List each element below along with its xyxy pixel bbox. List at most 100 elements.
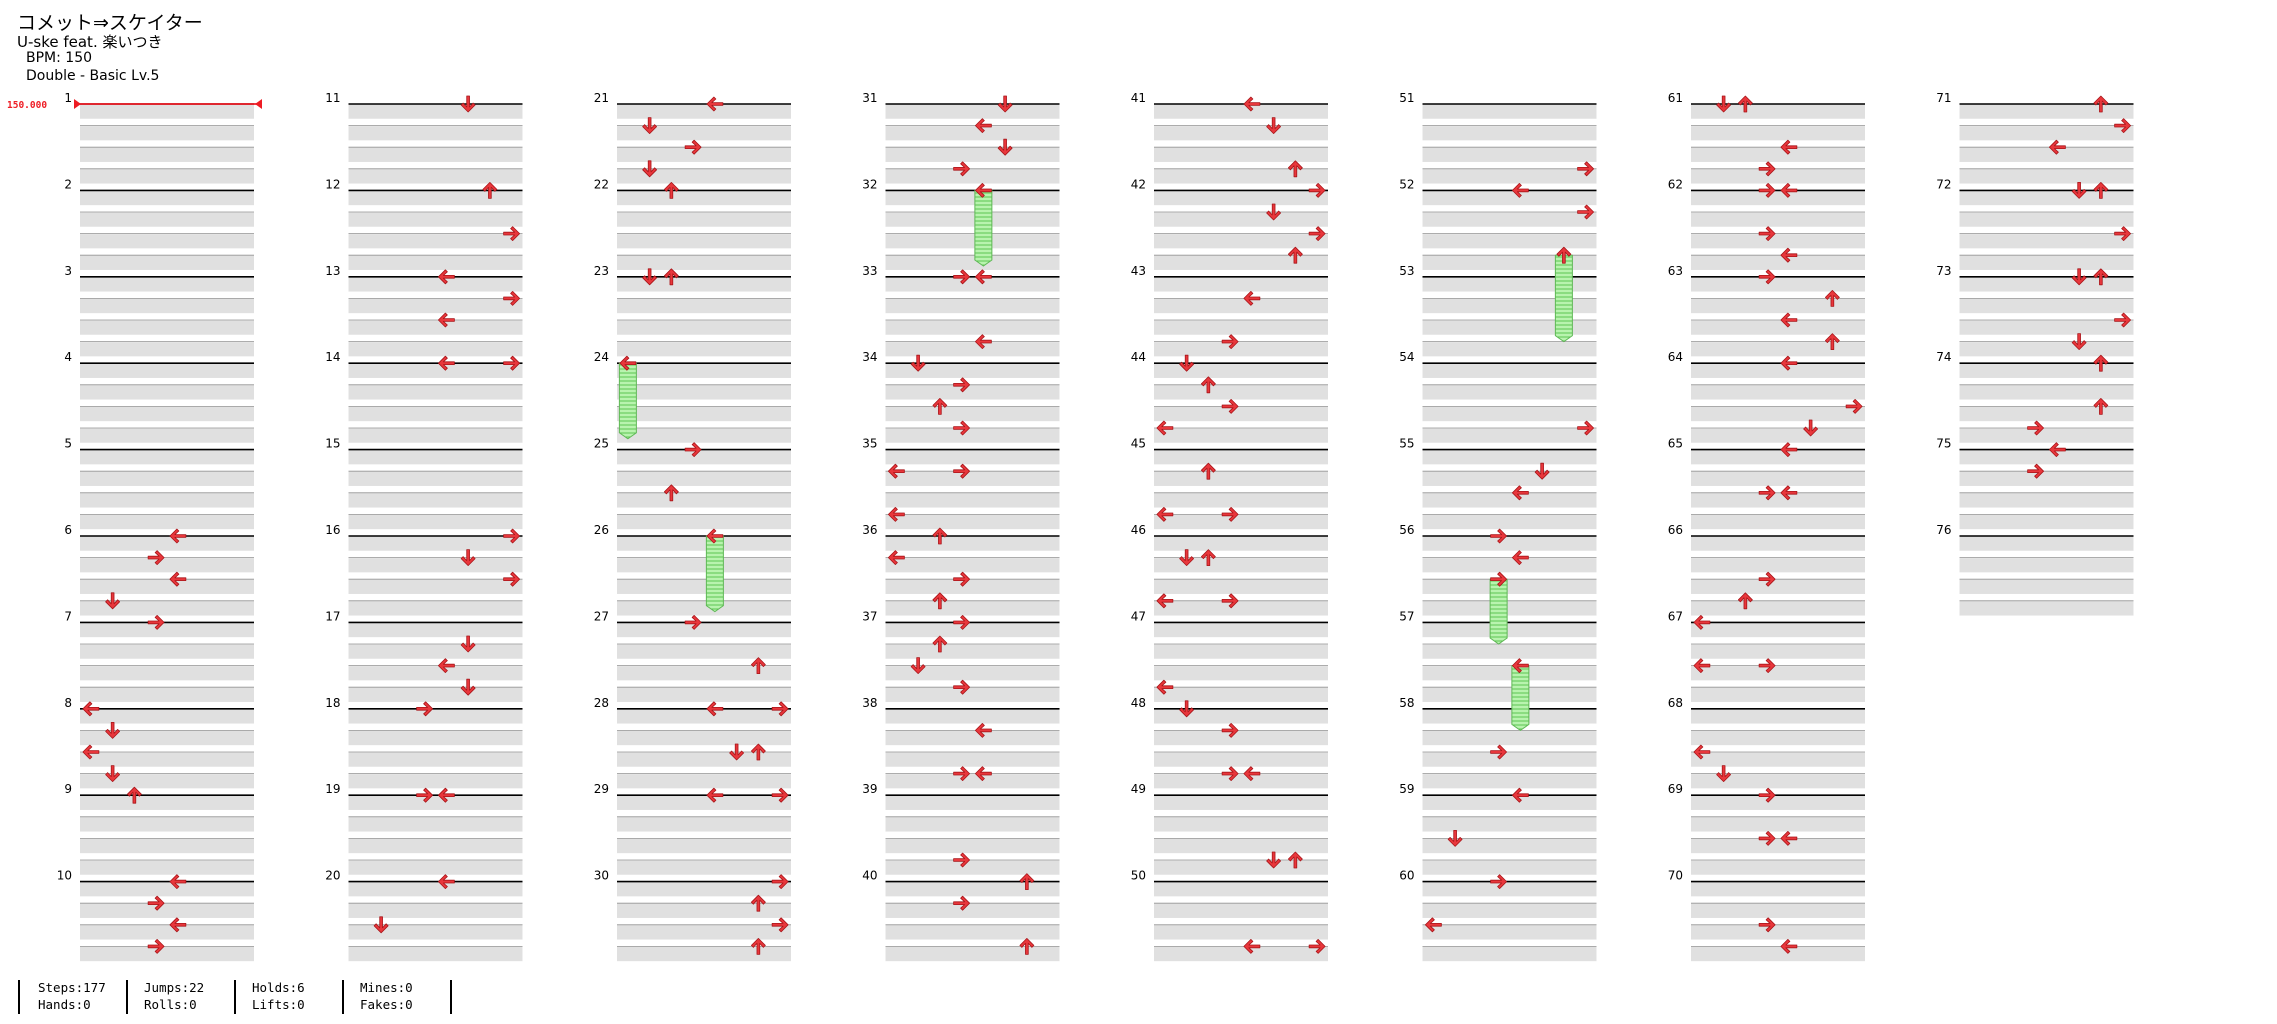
- measure-lines: [80, 103, 2134, 947]
- lane-band: [80, 925, 254, 940]
- arrow-right-icon: [1758, 787, 1776, 803]
- lane-band: [348, 946, 523, 962]
- lane-band: [80, 579, 254, 594]
- arrow-up-icon: [750, 938, 766, 955]
- arrow-up-icon: [932, 592, 948, 610]
- lane-band: [885, 752, 1060, 767]
- lane-band: [885, 817, 1060, 832]
- lane-band: [348, 234, 523, 249]
- arrow-up-icon: [2093, 181, 2109, 199]
- arrow-left-icon: [1693, 744, 1711, 760]
- arrow-right-icon: [2114, 312, 2132, 328]
- arrow-down-icon: [1179, 354, 1195, 372]
- measure-number: 10: [57, 869, 72, 883]
- lane-band: [80, 774, 254, 789]
- lane-band: [80, 946, 254, 962]
- lane-band: [1154, 817, 1328, 832]
- lane-band: [1422, 406, 1597, 422]
- arrow-right-icon: [684, 615, 702, 630]
- stats-divider: [450, 980, 452, 1014]
- arrow-left-icon: [437, 874, 455, 889]
- lane-band: [348, 644, 523, 659]
- arrow-left-icon: [1424, 917, 1442, 933]
- lane-band: [1959, 277, 2134, 292]
- lane-band: [348, 363, 523, 378]
- measure-number: 51: [1399, 91, 1414, 105]
- lane-band: [617, 817, 791, 832]
- lane-band: [348, 471, 523, 486]
- arrow-right-icon: [416, 701, 434, 717]
- arrow-right-icon: [953, 420, 971, 436]
- arrow-right-icon: [1758, 182, 1776, 198]
- lane-band: [80, 363, 254, 378]
- lane-band: [1154, 342, 1328, 357]
- arrow-up-icon: [750, 894, 766, 912]
- stat-jumps: Jumps:22: [144, 980, 205, 995]
- arrow-right-icon: [953, 852, 971, 868]
- lane-band: [1422, 709, 1597, 724]
- arrow-right-icon: [953, 571, 971, 587]
- measure-number: 27: [594, 609, 609, 623]
- arrow-left-icon: [887, 550, 905, 565]
- lane-band: [1691, 601, 1865, 616]
- stat-hands: Hands:0: [38, 997, 91, 1012]
- lane-band: [885, 558, 1060, 573]
- song-artist: U-ske feat. 楽いつき: [17, 33, 163, 51]
- lane-band: [1422, 774, 1597, 789]
- arrow-right-icon: [1577, 420, 1595, 436]
- lane-band: [617, 104, 791, 119]
- stats-divider: [342, 980, 344, 1014]
- lane-band: [80, 277, 254, 292]
- lane-band: [617, 579, 791, 594]
- arrow-left-icon: [1511, 658, 1529, 673]
- arrow-right-icon: [503, 528, 521, 544]
- measure-number: 32: [862, 177, 877, 191]
- lane-band: [1154, 536, 1328, 551]
- measure-number: 65: [1668, 437, 1683, 451]
- lane-band: [1154, 903, 1328, 918]
- arrow-right-icon: [1308, 226, 1326, 242]
- arrow-right-icon: [503, 355, 521, 371]
- lane-band: [885, 428, 1060, 443]
- arrow-left-icon: [706, 787, 724, 803]
- lane-band: [1959, 514, 2134, 530]
- arrow-right-icon: [1758, 658, 1776, 673]
- measure-number: 14: [325, 350, 340, 364]
- lane-band: [80, 838, 254, 854]
- lane-band: [1154, 601, 1328, 616]
- lane-band: [348, 774, 523, 789]
- lane-band: [885, 925, 1060, 940]
- lane-band: [1154, 147, 1328, 162]
- lane-band: [348, 752, 523, 767]
- measure-number: 7: [64, 609, 72, 623]
- measure-numbers: 1234567891011121314151617181920212223242…: [57, 91, 1952, 883]
- arrow-right-icon: [1221, 398, 1239, 414]
- lane-band: [348, 126, 523, 141]
- lane-band: [1691, 298, 1865, 314]
- stats-divider: [234, 980, 236, 1014]
- lane-band: [80, 126, 254, 141]
- lane-band: [348, 212, 523, 227]
- measure-number: 61: [1668, 91, 1683, 105]
- arrow-right-icon: [684, 139, 702, 155]
- arrow-down-icon: [997, 95, 1013, 113]
- arrow-left-icon: [1156, 679, 1174, 695]
- lane-band: [617, 687, 791, 702]
- arrow-down-icon: [2071, 268, 2087, 286]
- lane-band: [617, 536, 791, 551]
- lane-band: [885, 514, 1060, 530]
- song-bpm: BPM: 150: [26, 50, 93, 66]
- stat-mines: Mines:0: [360, 980, 413, 995]
- arrow-right-icon: [2114, 226, 2132, 242]
- lane-band: [617, 860, 791, 875]
- measure-number: 66: [1668, 523, 1683, 537]
- lane-band: [348, 795, 523, 810]
- arrow-left-icon: [1693, 658, 1711, 673]
- lane-band: [348, 450, 523, 465]
- arrow-right-icon: [147, 550, 165, 565]
- arrow-left-icon: [1243, 96, 1261, 112]
- lane-band: [1691, 385, 1865, 400]
- measure-number: 13: [325, 264, 340, 278]
- arrow-right-icon: [771, 874, 789, 889]
- lane-band: [1959, 255, 2134, 270]
